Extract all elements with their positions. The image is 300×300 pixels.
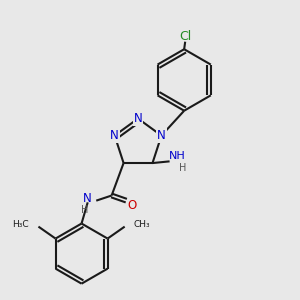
Text: N: N [157,129,166,142]
Text: H₃C: H₃C [13,220,29,230]
Text: CH₃: CH₃ [134,220,151,230]
Text: NH: NH [169,151,186,161]
Text: H: H [178,163,186,172]
Text: N: N [110,129,119,142]
Text: H: H [81,205,89,215]
Text: N: N [134,112,142,125]
Text: N: N [83,192,92,205]
Text: O: O [128,199,137,212]
Text: Cl: Cl [180,30,192,43]
